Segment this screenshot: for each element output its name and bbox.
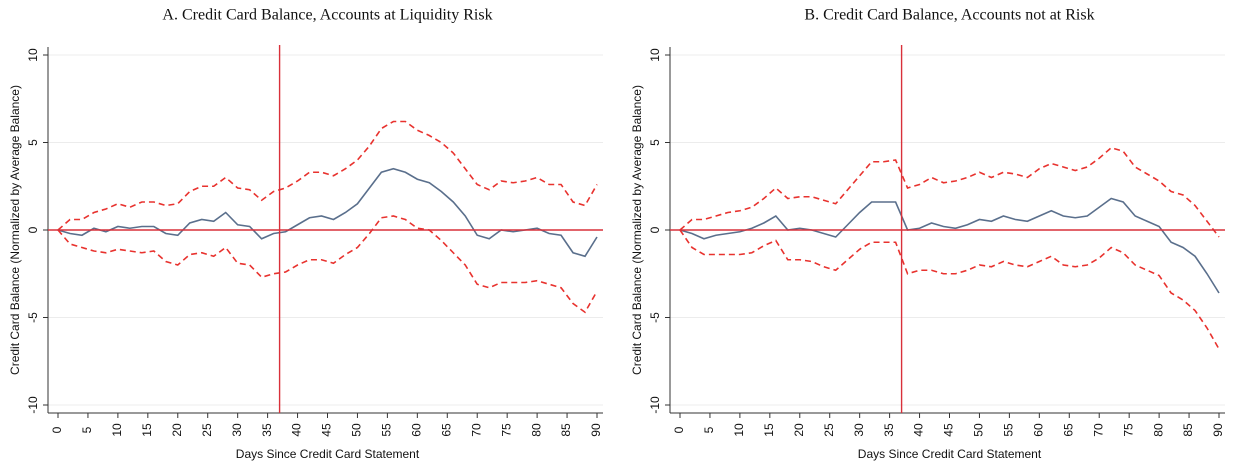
y-tick-label: 5: [26, 139, 40, 146]
x-tick-label: 5: [80, 426, 94, 433]
x-tick-label: 15: [762, 423, 776, 437]
x-tick-label: 20: [792, 423, 806, 437]
x-tick-label: 60: [410, 423, 424, 437]
y-tick-label: 10: [26, 48, 40, 62]
x-tick-label: 20: [170, 423, 184, 437]
y-tick-label: -5: [26, 312, 40, 323]
confidence-line: [679, 229, 1220, 350]
y-tick-label: 5: [648, 139, 662, 146]
x-tick-label: 15: [140, 423, 154, 437]
y-tick-label: -10: [26, 396, 40, 414]
y-axis-label: Credit Card Balance (Normalized by Avera…: [630, 85, 644, 375]
x-tick-label: 30: [852, 423, 866, 437]
x-tick-label: 50: [350, 423, 364, 437]
x-tick-label: 0: [672, 426, 686, 433]
confidence-line: [679, 146, 1220, 238]
y-tick-label: 0: [648, 226, 662, 233]
x-tick-label: 40: [912, 423, 926, 437]
chart-title: A. Credit Card Balance, Accounts at Liqu…: [162, 7, 492, 24]
x-tick-label: 90: [1211, 423, 1225, 437]
y-axis-label: Credit Card Balance (Normalized by Avera…: [8, 85, 22, 375]
chart-title: B. Credit Card Balance, Accounts not at …: [804, 7, 1094, 24]
x-tick-label: 65: [1061, 423, 1075, 437]
x-tick-label: 35: [882, 423, 896, 437]
x-tick-label: 85: [559, 423, 573, 437]
y-tick-label: 0: [26, 226, 40, 233]
x-tick-label: 5: [702, 426, 716, 433]
x-tick-label: 40: [290, 423, 304, 437]
x-tick-label: 80: [1151, 423, 1165, 437]
x-tick-label: 25: [822, 423, 836, 437]
x-tick-label: 50: [972, 423, 986, 437]
x-axis-label: Days Since Credit Card Statement: [858, 447, 1042, 461]
x-tick-label: 0: [50, 426, 64, 433]
x-tick-label: 65: [439, 423, 453, 437]
mean-line: [57, 167, 598, 258]
y-tick-label: -5: [648, 312, 662, 323]
x-tick-label: 75: [1121, 423, 1135, 437]
x-tick-label: 10: [110, 423, 124, 437]
x-tick-label: 60: [1032, 423, 1046, 437]
x-tick-label: 30: [230, 423, 244, 437]
x-tick-label: 70: [469, 423, 483, 437]
x-tick-label: 90: [589, 423, 603, 437]
x-tick-label: 35: [260, 423, 274, 437]
x-tick-label: 80: [529, 423, 543, 437]
y-tick-label: 10: [648, 48, 662, 62]
x-tick-label: 75: [499, 423, 513, 437]
x-tick-label: 55: [380, 423, 394, 437]
x-axis-label: Days Since Credit Card Statement: [236, 447, 420, 461]
x-tick-label: 45: [320, 423, 334, 437]
x-tick-label: 25: [200, 423, 214, 437]
x-tick-label: 70: [1091, 423, 1105, 437]
x-tick-label: 10: [732, 423, 746, 437]
x-tick-label: 85: [1181, 423, 1195, 437]
x-tick-label: 55: [1002, 423, 1016, 437]
y-tick-label: -10: [648, 396, 662, 414]
confidence-line: [57, 215, 598, 314]
confidence-line: [57, 120, 598, 231]
mean-line: [679, 197, 1220, 294]
x-tick-label: 45: [942, 423, 956, 437]
